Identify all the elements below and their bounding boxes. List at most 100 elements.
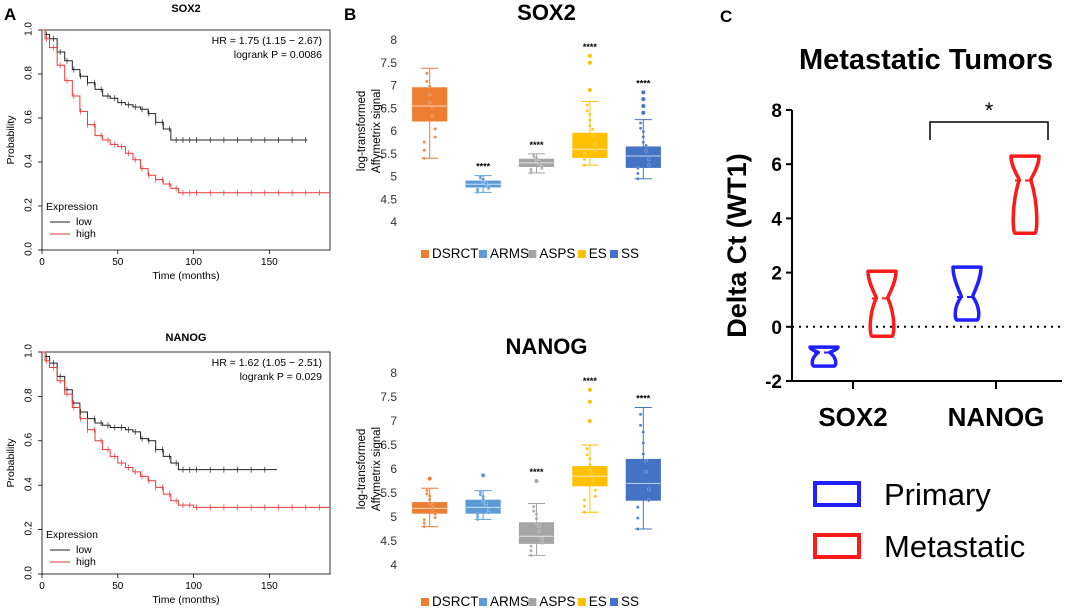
outlier-ARMS xyxy=(481,473,486,478)
box-title: NANOG xyxy=(506,334,588,359)
data-point-SS xyxy=(644,143,648,148)
significance-ARMS: **** xyxy=(476,162,491,172)
violin-metastatic-sox2 xyxy=(866,269,898,339)
y-axis-label: Probability xyxy=(5,115,17,165)
legend-label-high: high xyxy=(76,228,96,240)
data-point-DSRCT xyxy=(425,71,429,76)
data-point-DSRCT xyxy=(422,517,426,522)
y-tick-label: 1.0 xyxy=(24,344,35,358)
outlier-ES xyxy=(587,53,592,58)
x-tick-label: 0 xyxy=(39,581,45,592)
panel-label-c: C xyxy=(720,7,732,26)
data-point-DSRCT xyxy=(427,494,432,498)
data-point-ARMS xyxy=(475,512,480,516)
x-axis-label: Time (months) xyxy=(152,594,219,606)
legend-swatch-DSRCT xyxy=(421,250,429,258)
x-tick-label: 50 xyxy=(112,257,124,268)
legend-swatch-SS xyxy=(610,250,618,258)
legend-swatch-ARMS xyxy=(479,598,487,606)
outlier-ES xyxy=(587,419,592,423)
data-point-ES xyxy=(582,151,587,156)
y-tick-label: 7.5 xyxy=(380,390,397,404)
legend-swatch-DSRCT xyxy=(421,598,429,606)
y-tick-label: 6 xyxy=(390,462,397,476)
data-point-SS xyxy=(636,177,640,181)
legend-title: Expression xyxy=(46,201,98,213)
y-tick-label: 0 xyxy=(771,318,782,339)
y-tick-label: 6.5 xyxy=(380,101,397,115)
y-tick-label: 0.6 xyxy=(24,432,35,446)
data-point-DSRCT xyxy=(433,515,437,520)
data-point-ARMS xyxy=(481,494,485,499)
data-point-ASPS xyxy=(529,544,533,548)
data-point-DSRCT xyxy=(422,148,426,152)
legend-swatch-primary xyxy=(813,481,861,507)
data-point-SS xyxy=(641,140,646,144)
legend-label-ES: ES xyxy=(589,594,607,609)
data-point-ASPS xyxy=(534,516,539,521)
data-point-ARMS xyxy=(475,187,480,192)
data-point-SS xyxy=(636,505,640,509)
legend-swatch-ES xyxy=(577,250,586,258)
legend-label-ASPS: ASPS xyxy=(539,246,575,261)
legend-title: Expression xyxy=(46,529,98,541)
x-tick-label: 100 xyxy=(185,257,202,268)
legend-label-ASPS: ASPS xyxy=(539,594,575,609)
y-tick-label: 0.8 xyxy=(24,66,35,80)
data-point-DSRCT xyxy=(425,79,429,84)
data-point-DSRCT xyxy=(425,492,429,496)
boxplot-sox2: SOX2 4 4.5 5 5.5 6 6.5 7 7.5 8 log-transformed Affy… xyxy=(356,0,661,261)
data-point-ES xyxy=(585,447,589,451)
legend-label-ARMS: ARMS xyxy=(490,246,529,261)
y-tick-label: 4.5 xyxy=(380,534,397,548)
km-title: NANOG xyxy=(166,332,207,344)
y-axis-label: Delta Ct (WT1) xyxy=(722,153,752,338)
data-point-ES xyxy=(590,127,595,132)
data-point-ARMS xyxy=(478,174,483,179)
legend-swatch-metastatic xyxy=(813,533,861,559)
y-tick-label: 4 xyxy=(390,558,397,572)
data-point-SS xyxy=(647,157,651,162)
km-curve-low xyxy=(42,351,277,471)
outlier-SS xyxy=(641,97,646,102)
data-point-DSRCT xyxy=(427,501,432,505)
data-point-DSRCT xyxy=(430,503,435,507)
hr-text: HR = 1.75 (1.15 − 2.67) xyxy=(212,35,322,47)
y-tick-label: 8 xyxy=(771,101,782,122)
data-point-SS xyxy=(644,459,648,463)
data-point-ES xyxy=(582,498,587,502)
y-tick-label: 4 xyxy=(771,209,782,230)
data-point-DSRCT xyxy=(422,521,426,525)
data-point-ASPS xyxy=(537,160,541,164)
data-point-SS xyxy=(636,516,640,520)
data-point-DSRCT xyxy=(427,100,432,105)
data-point-ASPS xyxy=(529,167,533,172)
box-DSRCT xyxy=(412,87,448,122)
data-point-ASPS xyxy=(532,153,536,157)
data-point-ARMS xyxy=(478,490,483,494)
data-point-DSRCT xyxy=(427,92,432,97)
legend-swatch-ES xyxy=(577,598,586,606)
box-SS xyxy=(625,146,661,168)
legend-swatch-ASPS xyxy=(528,598,537,606)
km-plot-nanog: NANOG 0.0 0.2 0.4 0.6 0.8 1.0 0 50 100 150 Time (mo… xyxy=(5,332,331,606)
x-tick-label: 50 xyxy=(112,581,124,592)
data-point-ASPS xyxy=(537,524,541,529)
y-tick-label: 1.0 xyxy=(24,22,35,36)
significance-marker: * xyxy=(985,98,994,123)
outlier-ES xyxy=(587,387,592,392)
data-point-ES xyxy=(582,504,587,508)
x-tick-label: 150 xyxy=(261,581,278,592)
y-tick-label: 5 xyxy=(390,510,397,524)
legend-swatch-ARMS xyxy=(479,250,487,258)
km-title: SOX2 xyxy=(171,3,200,15)
data-point-ASPS xyxy=(534,155,539,160)
legend-label-DSRCT: DSRCT xyxy=(432,246,479,261)
y-tick-label: 8 xyxy=(390,366,397,380)
legend-label-DSRCT: DSRCT xyxy=(432,594,479,609)
legend-label-metastatic: Metastatic xyxy=(884,529,1025,564)
y-tick-label: 4.5 xyxy=(380,192,397,206)
legend-label-low: low xyxy=(76,216,92,228)
legend-label-high: high xyxy=(76,556,96,568)
data-point-ASPS xyxy=(529,553,533,558)
